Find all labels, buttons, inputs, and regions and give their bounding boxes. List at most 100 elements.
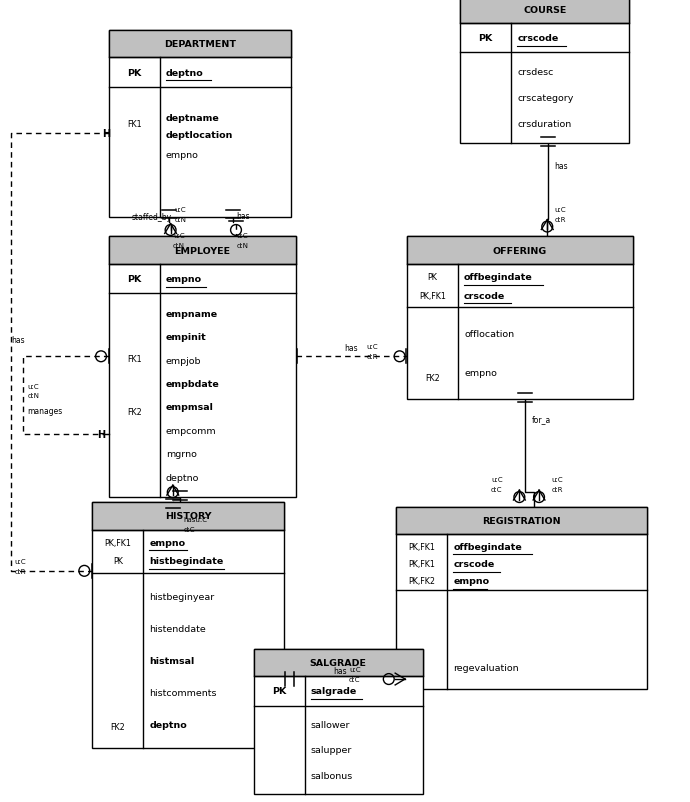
Text: u:C: u:C (173, 233, 184, 239)
Text: u:C: u:C (366, 344, 378, 350)
Text: crscode: crscode (453, 560, 495, 569)
Text: empno: empno (166, 275, 202, 284)
Text: salbonus: salbonus (310, 771, 353, 780)
Bar (109, 30, 291, 217)
Text: empcomm: empcomm (166, 427, 217, 435)
Text: u:C: u:C (14, 558, 26, 565)
Text: u:C: u:C (28, 383, 39, 389)
Text: empno: empno (453, 577, 489, 585)
Text: deptlocation: deptlocation (166, 132, 233, 140)
Bar (92, 502, 284, 748)
Text: crscode: crscode (517, 34, 558, 43)
Text: d:C: d:C (184, 526, 195, 532)
Text: has: has (344, 343, 358, 353)
Text: PK: PK (128, 275, 141, 284)
Bar (407, 237, 633, 265)
Text: PK: PK (128, 68, 141, 78)
Text: PK: PK (272, 687, 286, 695)
Text: PK: PK (479, 34, 493, 43)
Text: d:R: d:R (554, 217, 566, 222)
Text: has: has (554, 161, 568, 170)
Text: salupper: salupper (310, 745, 352, 755)
Text: empno: empno (149, 538, 186, 547)
Bar (253, 649, 423, 676)
Text: salgrade: salgrade (310, 687, 357, 695)
Text: u:C: u:C (552, 476, 564, 483)
Text: OFFERING: OFFERING (493, 246, 547, 255)
Text: offbegindate: offbegindate (453, 542, 522, 551)
Text: PK,FK1: PK,FK1 (104, 538, 131, 547)
Bar (407, 237, 633, 399)
Text: PK: PK (113, 557, 123, 565)
Text: crsduration: crsduration (517, 120, 571, 129)
Text: PK,FK1: PK,FK1 (408, 560, 435, 569)
Text: histcomments: histcomments (149, 688, 217, 697)
Text: deptno: deptno (166, 473, 199, 482)
Text: H: H (97, 430, 105, 440)
Text: d:R: d:R (14, 568, 26, 574)
Text: d:N: d:N (173, 243, 185, 249)
Text: empname: empname (166, 309, 218, 318)
Text: offlocation: offlocation (464, 329, 514, 338)
Text: u:C: u:C (554, 207, 566, 213)
Text: H: H (101, 128, 110, 139)
Text: histenddate: histenddate (149, 624, 206, 634)
Bar (109, 237, 296, 265)
Text: u:C: u:C (491, 476, 502, 483)
Text: SALGRADE: SALGRADE (310, 658, 366, 667)
Text: deptno: deptno (149, 719, 187, 729)
Text: FK1: FK1 (127, 354, 142, 363)
Text: HISTORY: HISTORY (165, 512, 211, 520)
Text: empmsal: empmsal (166, 403, 214, 412)
Text: crscode: crscode (464, 292, 505, 301)
Text: FK2: FK2 (127, 407, 142, 416)
Text: d:C: d:C (349, 676, 361, 683)
Text: manages: manages (28, 406, 63, 415)
Text: d:R: d:R (367, 354, 378, 360)
Text: PK,FK2: PK,FK2 (408, 577, 435, 585)
Text: deptname: deptname (166, 114, 219, 123)
Text: d:N: d:N (237, 243, 248, 249)
Bar (396, 507, 647, 689)
Text: FK1: FK1 (127, 119, 142, 128)
Text: empno: empno (166, 151, 199, 160)
Text: DEPARTMENT: DEPARTMENT (164, 40, 236, 49)
Bar (92, 502, 284, 530)
Text: crsdesc: crsdesc (517, 68, 553, 77)
Bar (460, 0, 629, 144)
Text: sallower: sallower (310, 720, 350, 729)
Text: empjob: empjob (166, 356, 201, 365)
Text: PK,FK1: PK,FK1 (408, 542, 435, 551)
Text: REGISTRATION: REGISTRATION (482, 516, 561, 525)
Text: staffed_by: staffed_by (132, 213, 172, 222)
Text: FK2: FK2 (425, 373, 440, 382)
Text: empno: empno (464, 369, 497, 378)
Bar (460, 0, 629, 24)
Text: has: has (333, 666, 347, 674)
Text: d:N: d:N (175, 217, 186, 222)
Text: histbegindate: histbegindate (149, 557, 224, 565)
Text: u:C: u:C (237, 233, 248, 239)
Text: u:C: u:C (349, 666, 361, 672)
Text: d:C: d:C (491, 487, 502, 492)
Text: PK,FK1: PK,FK1 (419, 292, 446, 301)
Text: d:R: d:R (552, 487, 563, 492)
Text: FK2: FK2 (110, 722, 125, 731)
Text: deptno: deptno (166, 68, 204, 78)
Text: empbdate: empbdate (166, 379, 219, 388)
Text: for_a: for_a (531, 415, 551, 423)
Text: mgrno: mgrno (166, 450, 197, 459)
Text: d:N: d:N (28, 393, 39, 399)
Bar (109, 30, 291, 59)
Text: hasu:C: hasu:C (184, 516, 208, 522)
Text: has: has (12, 336, 25, 345)
Text: histmsal: histmsal (149, 656, 195, 665)
Text: EMPLOYEE: EMPLOYEE (175, 246, 230, 255)
Bar (109, 237, 296, 497)
Text: offbegindate: offbegindate (464, 273, 533, 282)
Text: has: has (237, 212, 250, 221)
Text: PK: PK (428, 273, 437, 282)
Bar (253, 649, 423, 794)
Text: regevaluation: regevaluation (453, 663, 519, 672)
Text: COURSE: COURSE (523, 6, 566, 14)
